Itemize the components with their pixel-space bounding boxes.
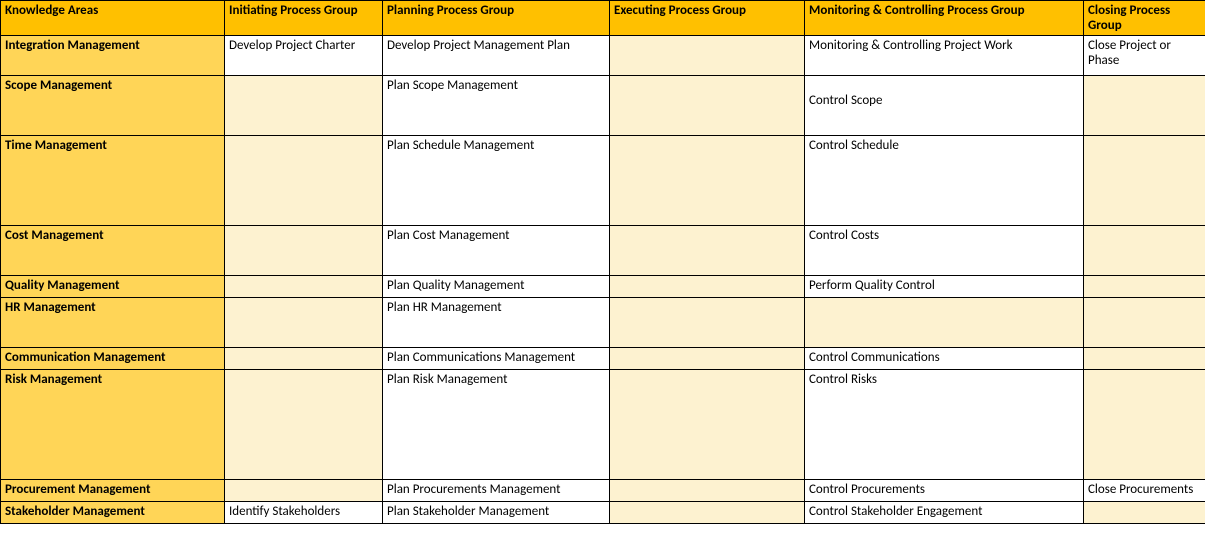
table-row: Risk Management Plan Risk Management Contr…: [1, 370, 1205, 480]
row-label: Integration Management: [1, 36, 225, 76]
cell: Plan Cost Management: [383, 226, 610, 276]
cell: [225, 76, 383, 136]
cell: Develop Project Charter: [225, 36, 383, 76]
cell: [610, 480, 805, 502]
cell: [610, 36, 805, 76]
cell: Close Project or Phase: [1084, 36, 1205, 76]
cell: [610, 370, 805, 480]
cell: [1084, 136, 1205, 226]
cell: Plan Procurements Management: [383, 480, 610, 502]
cell: [225, 370, 383, 480]
cell: [1084, 370, 1205, 480]
cell: Plan Schedule Management: [383, 136, 610, 226]
cell: [225, 298, 383, 348]
cell: [610, 226, 805, 276]
cell: Control Stakeholder Engagement: [805, 502, 1084, 524]
table-row: Cost Management Plan Cost Management Contr…: [1, 226, 1205, 276]
row-label: Quality Management: [1, 276, 225, 298]
col-header-5: Closing Process Group: [1084, 1, 1205, 36]
table-row: Stakeholder ManagementIdentify Stakehold…: [1, 502, 1205, 524]
row-label: Risk Management: [1, 370, 225, 480]
header-row: Knowledge AreasInitiating Process GroupP…: [1, 1, 1205, 36]
row-label: Communication Management: [1, 348, 225, 370]
cell: Plan Quality Management: [383, 276, 610, 298]
process-groups-table: Knowledge AreasInitiating Process GroupP…: [0, 0, 1205, 524]
col-header-2: Planning Process Group: [383, 1, 610, 36]
row-label: Cost Management: [1, 226, 225, 276]
cell: [610, 502, 805, 524]
cell: [225, 480, 383, 502]
cell: [1084, 226, 1205, 276]
cell: [1084, 76, 1205, 136]
cell: Control Costs: [805, 226, 1084, 276]
cell: Perform Quality Control: [805, 276, 1084, 298]
cell: Identify Stakeholders: [225, 502, 383, 524]
cell: [1084, 298, 1205, 348]
cell: Close Procurements: [1084, 480, 1205, 502]
table-body: Integration ManagementDevelop Project Ch…: [1, 36, 1205, 524]
cell: [610, 76, 805, 136]
cell: [1084, 348, 1205, 370]
cell: [610, 276, 805, 298]
cell: [1084, 276, 1205, 298]
cell: Plan Stakeholder Management: [383, 502, 610, 524]
cell: [610, 298, 805, 348]
cell: [610, 136, 805, 226]
table-row: Procurement Management Plan Procurements …: [1, 480, 1205, 502]
cell: Plan HR Management: [383, 298, 610, 348]
cell: [225, 348, 383, 370]
col-header-3: Executing Process Group: [610, 1, 805, 36]
cell: Monitoring & Controlling Project Work: [805, 36, 1084, 76]
cell: Plan Communications Management: [383, 348, 610, 370]
row-label: Time Management: [1, 136, 225, 226]
cell: [225, 276, 383, 298]
col-header-0: Knowledge Areas: [1, 1, 225, 36]
row-label: Stakeholder Management: [1, 502, 225, 524]
cell: Plan Risk Management: [383, 370, 610, 480]
table-row: Integration ManagementDevelop Project Ch…: [1, 36, 1205, 76]
cell: [225, 226, 383, 276]
cell: Control Communications: [805, 348, 1084, 370]
table-row: Time Management Plan Schedule Management C…: [1, 136, 1205, 226]
cell: [610, 348, 805, 370]
cell: Control Schedule: [805, 136, 1084, 226]
cell: Plan Scope Management: [383, 76, 610, 136]
cell: Control Scope: [805, 76, 1084, 136]
cell: Control Procurements: [805, 480, 1084, 502]
row-label: HR Management: [1, 298, 225, 348]
cell: Develop Project Management Plan: [383, 36, 610, 76]
table-row: HR Management Plan HR Management: [1, 298, 1205, 348]
table-row: Scope Management Plan Scope Management Co…: [1, 76, 1205, 136]
row-label: Procurement Management: [1, 480, 225, 502]
row-label: Scope Management: [1, 76, 225, 136]
table-row: Communication Management Plan Communicati…: [1, 348, 1205, 370]
col-header-1: Initiating Process Group: [225, 1, 383, 36]
table-row: Quality Management Plan Quality Managemen…: [1, 276, 1205, 298]
cell: [1084, 502, 1205, 524]
cell: [225, 136, 383, 226]
cell: Control Risks: [805, 370, 1084, 480]
cell: [805, 298, 1084, 348]
col-header-4: Monitoring & Controlling Process Group: [805, 1, 1084, 36]
